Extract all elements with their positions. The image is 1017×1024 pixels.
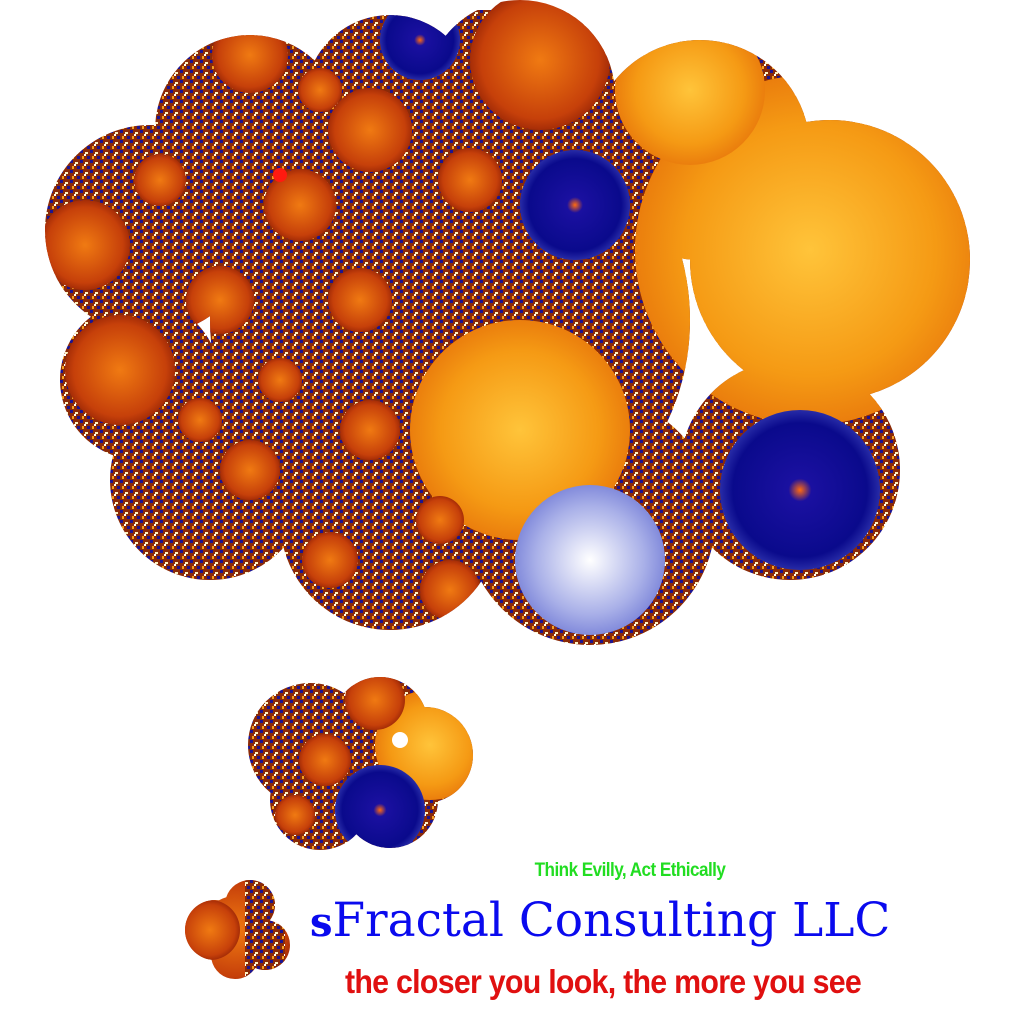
small-fractal-cloud <box>185 880 290 979</box>
company-name-rest: Fractal Consulting LLC <box>332 893 891 948</box>
motto: the closer you look, the more you see <box>345 963 862 1000</box>
tagline: Think Evilly, Act Ethically <box>534 860 726 881</box>
company-name: sFractal Consulting LLC <box>310 893 990 948</box>
company-name-lead-letter: s <box>310 899 333 946</box>
medium-fractal-cloud <box>248 677 473 850</box>
large-fractal-cloud <box>45 0 970 645</box>
